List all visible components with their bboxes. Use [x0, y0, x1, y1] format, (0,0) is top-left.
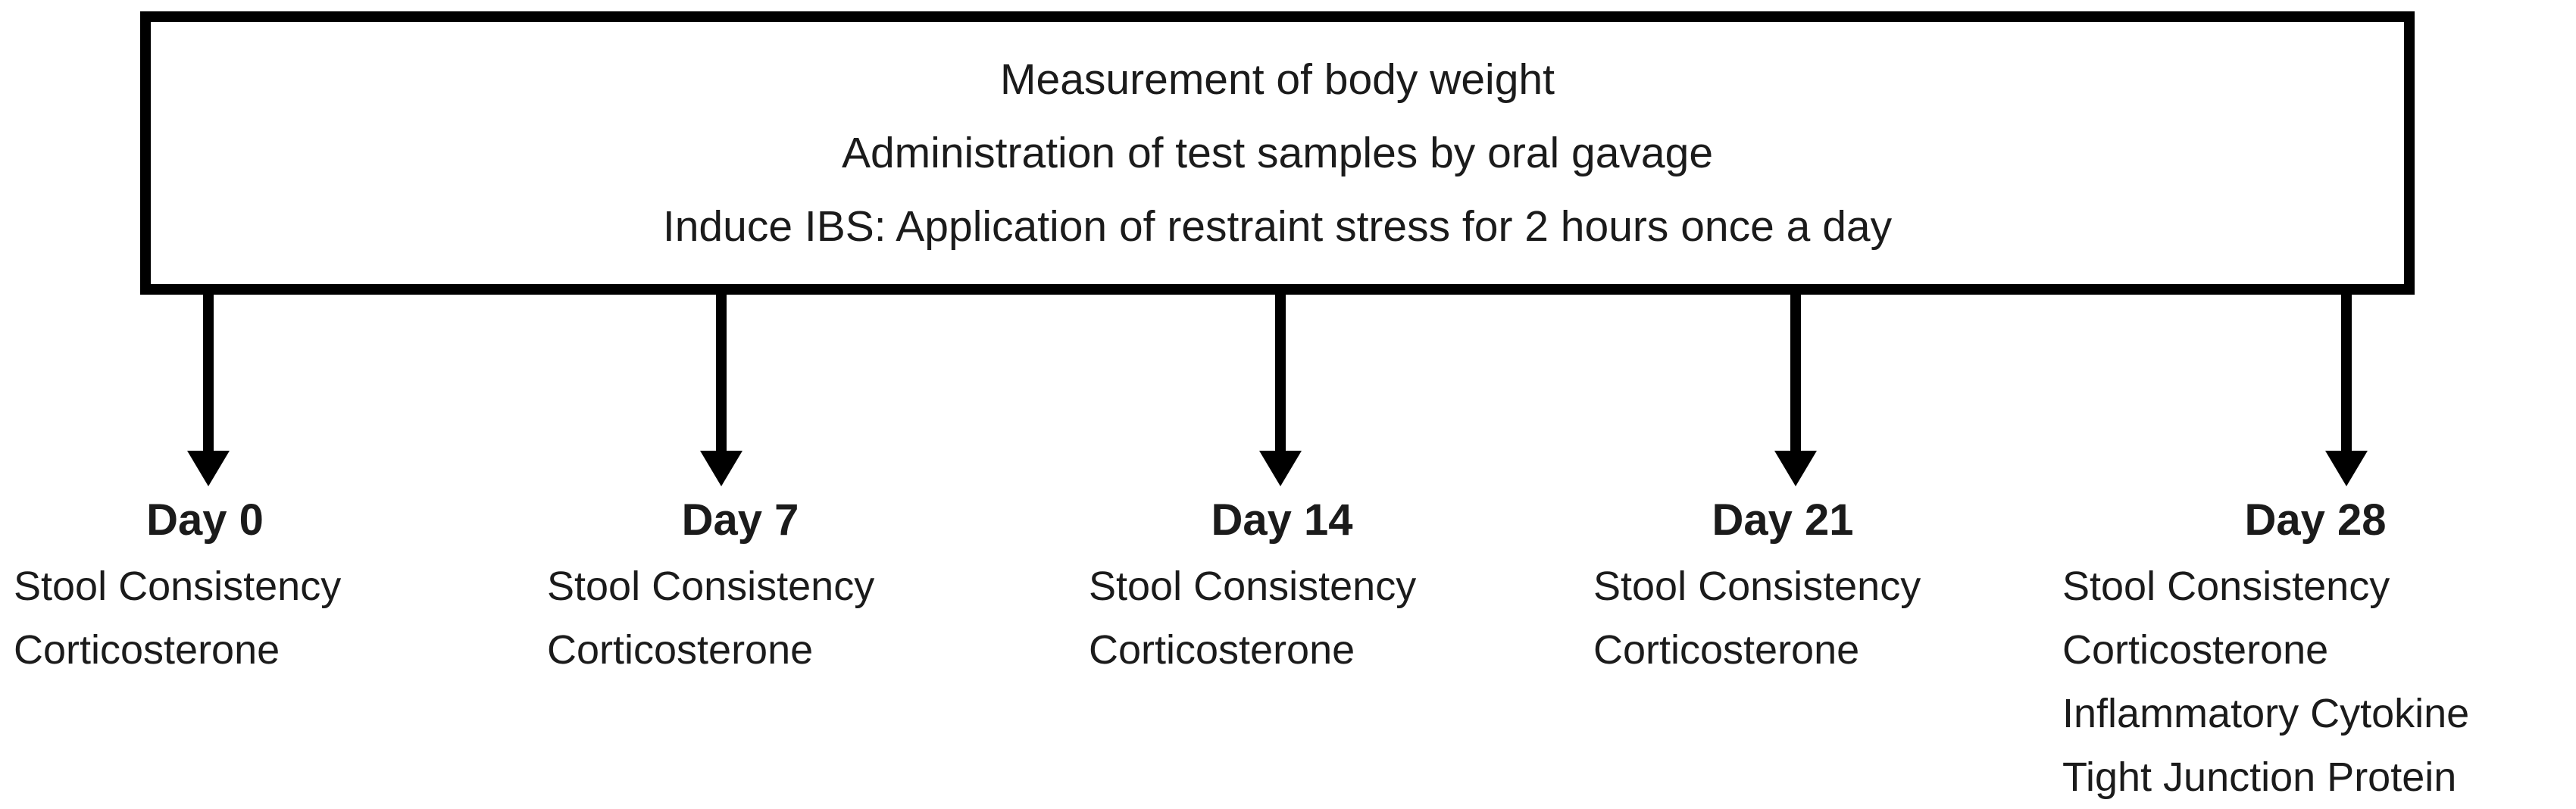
measurement-item: Stool Consistency	[547, 564, 875, 609]
protocol-line-restraint-stress: Induce IBS: Application of restraint str…	[662, 201, 1893, 251]
timepoint-day14: Day 14 Stool Consistency Corticosterone	[1089, 492, 1475, 682]
measurement-item: Corticosterone	[547, 627, 814, 673]
timepoint-label: Day 28	[2244, 495, 2387, 545]
timepoint-day0: Day 0 Stool Consistency Corticosterone	[14, 492, 396, 682]
protocol-line-body-weight: Measurement of body weight	[1000, 55, 1555, 104]
measurement-item: Inflammatory Cytokine	[2062, 691, 2470, 736]
timeline-arrow-day14	[1259, 294, 1302, 486]
arrow-shaft	[1275, 294, 1286, 451]
measurement-item: Corticosterone	[1089, 627, 1355, 673]
arrow-shaft	[1790, 294, 1801, 451]
measurement-item: Stool Consistency	[2062, 564, 2390, 609]
arrow-head-icon	[2325, 451, 2368, 486]
timeline-arrow-day0	[187, 294, 230, 486]
timepoint-label: Day 14	[1211, 495, 1353, 545]
timeline-arrow-day21	[1774, 294, 1817, 486]
measurement-item: Corticosterone	[1593, 627, 1860, 673]
arrow-head-icon	[1774, 451, 1817, 486]
timeline-arrow-day28	[2325, 294, 2368, 486]
timepoint-day28: Day 28 Stool Consistency Corticosterone …	[2062, 492, 2568, 809]
timepoint-day7: Day 7 Stool Consistency Corticosterone	[547, 492, 933, 682]
arrow-shaft	[203, 294, 214, 451]
timepoint-label: Day 0	[146, 495, 264, 545]
arrow-shaft	[2341, 294, 2352, 451]
measurement-item: Tight Junction Protein	[2062, 754, 2457, 800]
protocol-box: Measurement of body weight Administratio…	[140, 11, 2415, 295]
timepoint-label: Day 7	[681, 495, 799, 545]
timepoint-label: Day 21	[1712, 495, 1854, 545]
protocol-line-oral-gavage: Administration of test samples by oral g…	[841, 128, 1714, 177]
arrow-head-icon	[1259, 451, 1302, 486]
timeline-arrow-day7	[700, 294, 742, 486]
timepoint-day21: Day 21 Stool Consistency Corticosterone	[1593, 492, 1972, 682]
arrow-head-icon	[700, 451, 742, 486]
measurement-item: Corticosterone	[14, 627, 280, 673]
measurement-item: Stool Consistency	[14, 564, 342, 609]
measurement-item: Stool Consistency	[1593, 564, 1921, 609]
measurement-item: Stool Consistency	[1089, 564, 1417, 609]
arrow-head-icon	[187, 451, 230, 486]
arrow-shaft	[716, 294, 727, 451]
measurement-item: Corticosterone	[2062, 627, 2329, 673]
